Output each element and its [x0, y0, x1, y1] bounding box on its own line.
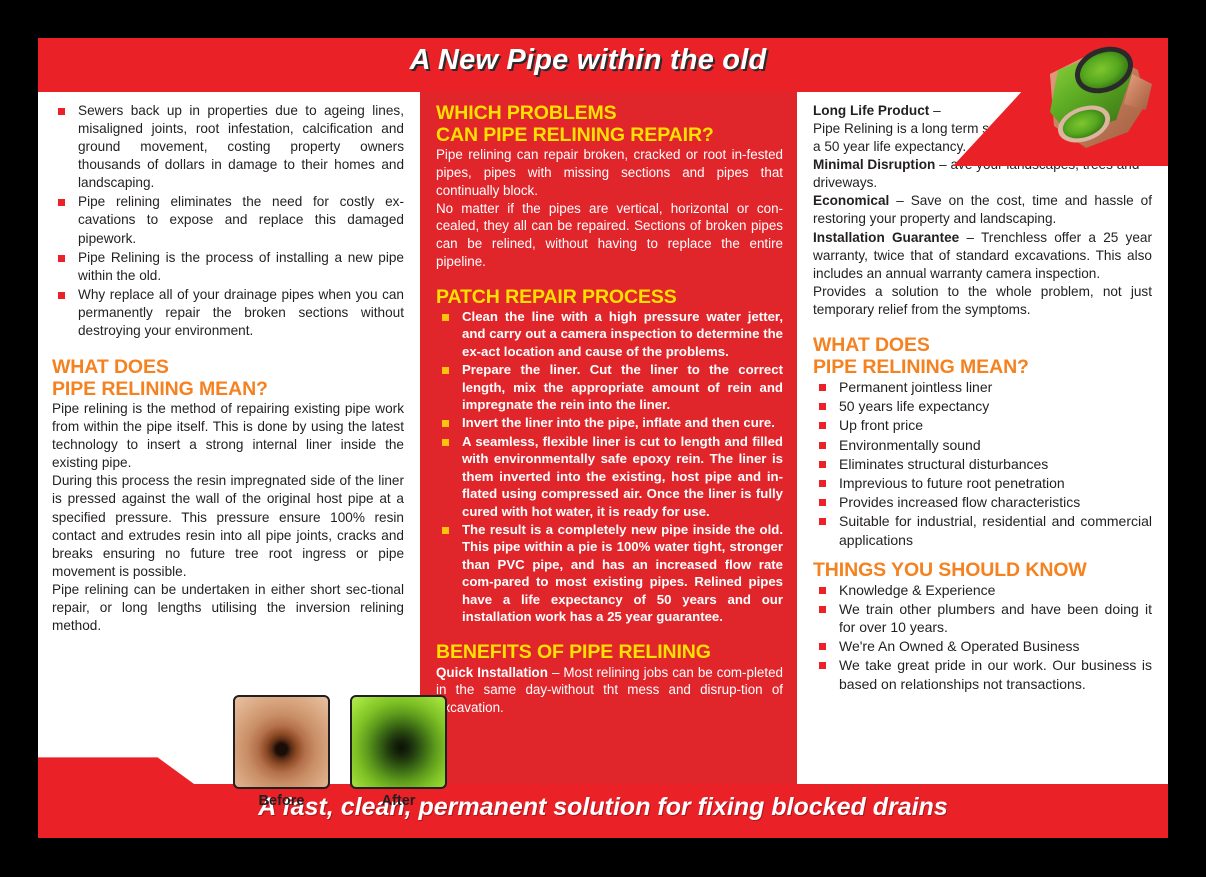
- before-after-photo-group: Before After: [233, 695, 447, 809]
- feature-text: – Trenchless offer a 25 year warranty, t…: [813, 229, 1152, 281]
- gutter-right: [797, 92, 805, 784]
- things-to-know-heading: THINGS YOU SHOULD KNOW: [813, 558, 1087, 581]
- pipe-before-photo: [233, 695, 330, 789]
- feature-long-life: Long Life Product –: [813, 102, 1152, 120]
- feature-whole-solution: Provides a solution to the whole problem…: [813, 283, 1152, 317]
- left-column: Sewers back up in properties due to agei…: [38, 92, 420, 784]
- before-photo-label: Before: [258, 793, 305, 809]
- gutter-left: [412, 92, 420, 784]
- patch-repair-bullet-list: Clean the line with a high pressure wate…: [436, 308, 783, 626]
- footer-band: A fast, clean, permanent solution for fi…: [38, 784, 1168, 838]
- list-item: Permanent jointless liner: [813, 378, 1152, 396]
- heading-line-2: CAN PIPE RELINING REPAIR?: [436, 124, 714, 147]
- problems-heading: WHICH PROBLEMS CAN PIPE RELINING REPAIR?: [436, 102, 783, 146]
- list-item: Clean the line with a high pressure wate…: [436, 308, 783, 360]
- list-item: A seamless, flexible liner is cut to len…: [436, 433, 783, 520]
- benefits-lead-in: Quick Installation: [436, 664, 548, 680]
- after-photo-wrap: After: [350, 695, 447, 809]
- benefits-heading: BENEFITS OF PIPE RELINING: [436, 641, 711, 664]
- pipe-after-photo: [350, 695, 447, 789]
- left-section-heading: WHAT DOES PIPE RELINING MEAN?: [52, 356, 404, 400]
- heading-line-1: WHICH PROBLEMS: [436, 102, 617, 124]
- heading-line-1: WHAT DOES: [813, 333, 930, 356]
- feature-text: –: [929, 103, 941, 118]
- feature-lead: Installation Guarantee: [813, 229, 960, 245]
- list-item: Suitable for industrial, residential and…: [813, 512, 1152, 548]
- list-item: Provides increased flow characteristics: [813, 493, 1152, 511]
- feature-installation-guarantee: Installation Guarantee – Trenchless offe…: [813, 229, 1152, 283]
- before-photo-wrap: Before: [233, 695, 330, 809]
- left-paragraph-1: Pipe relining is the method of repairing…: [52, 401, 404, 471]
- list-item: The result is a completely new pipe insi…: [436, 521, 783, 626]
- heading-line-2: PIPE RELINING MEAN?: [813, 355, 1029, 378]
- meaning-bullet-list: Permanent jointless liner 50 years life …: [813, 378, 1152, 549]
- brochure-canvas: A New Pipe within the old: [38, 38, 1168, 838]
- after-photo-label: After: [381, 793, 416, 809]
- list-item: Environmentally sound: [813, 436, 1152, 454]
- heading-line-2: PIPE RELINING MEAN?: [52, 378, 268, 401]
- left-intro-bullet-list: Sewers back up in properties due to agei…: [52, 102, 404, 340]
- right-column: Long Life Product – Pipe Relining is a l…: [797, 92, 1168, 784]
- left-paragraph-2: During this process the resin impregnate…: [52, 473, 404, 579]
- middle-column: WHICH PROBLEMS CAN PIPE RELINING REPAIR?…: [420, 92, 797, 784]
- feature-lead: Economical: [813, 193, 890, 209]
- list-item: Sewers back up in properties due to agei…: [52, 102, 404, 192]
- feature-economical: Economical – Save on the cost, time and …: [813, 192, 1152, 228]
- list-item: Pipe relining eliminates the need for co…: [52, 193, 404, 247]
- list-item: We're An Owned & Operated Business: [813, 637, 1152, 655]
- list-item: 50 years life expectancy: [813, 397, 1152, 415]
- page-title: A New Pipe within the old: [409, 44, 767, 76]
- heading-line-1: WHAT DOES: [52, 356, 169, 379]
- feature-text: – Save on the cost, time and hassle of r…: [813, 193, 1152, 227]
- problems-paragraph-2: No matter if the pipes are vertical, hor…: [436, 200, 783, 270]
- things-to-know-bullet-list: Knowledge & Experience We train other pl…: [813, 581, 1152, 693]
- feature-lead: Long Life Product: [813, 103, 930, 118]
- right-meaning-heading: WHAT DOES PIPE RELINING MEAN?: [813, 334, 1152, 378]
- list-item: Prepare the liner. Cut the liner to the …: [436, 361, 783, 413]
- benefits-body-text: – Most relining jobs can be com-pleted i…: [436, 664, 783, 716]
- feature-lead: Minimal Disruption: [813, 157, 936, 173]
- problems-paragraph-1: Pipe relining can repair broken, cracked…: [436, 147, 783, 198]
- header-band: A New Pipe within the old: [38, 38, 1168, 92]
- list-item: Eliminates structural disturbances: [813, 455, 1152, 473]
- list-item: Up front price: [813, 416, 1152, 434]
- list-item: Imprevious to future root penetration: [813, 474, 1152, 492]
- list-item: Pipe Relining is the process of installi…: [52, 249, 404, 285]
- benefits-paragraph: Quick Installation – Most relining jobs …: [436, 664, 783, 717]
- patch-repair-heading: PATCH REPAIR PROCESS: [436, 285, 677, 308]
- list-item: Knowledge & Experience: [813, 581, 1152, 599]
- footer-tagline: A fast, clean, permanent solution for fi…: [258, 793, 948, 821]
- list-item: We take great pride in our work. Our bus…: [813, 656, 1152, 692]
- list-item: Invert the liner into the pipe, inflate …: [436, 414, 783, 431]
- list-item: Why replace all of your drainage pipes w…: [52, 286, 404, 340]
- list-item: We train other plumbers and have been do…: [813, 600, 1152, 636]
- relined-pipe-photo: [1050, 46, 1152, 148]
- left-paragraph-3: Pipe relining can be undertaken in eithe…: [52, 581, 404, 634]
